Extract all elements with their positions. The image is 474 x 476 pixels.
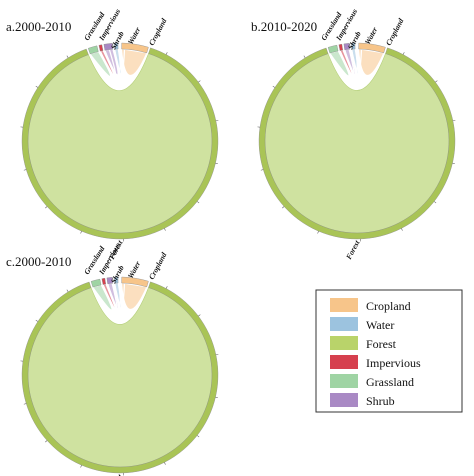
ring-tick-b [433, 201, 437, 204]
arc-cropland-c [121, 276, 149, 288]
ring-tick-a [165, 52, 168, 55]
legend-label-forest: Forest [366, 337, 397, 351]
arc-impervious-b [338, 43, 344, 51]
arc-impervious-a [98, 44, 104, 52]
legend-swatch-forest [330, 336, 358, 350]
label-water-b: Water [363, 26, 380, 46]
ring-tick-c [80, 465, 82, 468]
ring-tick-b [402, 52, 405, 55]
legend-swatch-water [330, 317, 358, 331]
ring-tick-c [196, 435, 200, 438]
legend: Cropland Water Forest Impervious Grassla… [315, 289, 463, 413]
ribbon-outline-water-c [114, 283, 126, 311]
forest-self-flow-b [264, 53, 450, 234]
ring-tick-b [452, 162, 455, 165]
ring-tick-c [23, 403, 27, 405]
ring-tick-c [165, 286, 168, 289]
ring-tick-c [198, 314, 201, 317]
label-water-a: Water [126, 26, 143, 46]
arc-shrub-b [343, 43, 350, 51]
arc-impervious-c [101, 277, 107, 285]
ring-tick-c [164, 462, 166, 465]
ribbon-outline-shrub-c [107, 282, 121, 311]
ring-tick-b [260, 169, 264, 171]
arc-forest-c [21, 281, 219, 474]
ring-tick-b [401, 228, 403, 231]
arc-forest-a [21, 47, 219, 240]
ring-tick-a [196, 201, 200, 204]
arc-grassland-a [87, 45, 99, 55]
panel-title-b: b.2010-2020 [251, 19, 317, 34]
ring-tick-a [164, 228, 166, 231]
forest-self-flow-c [27, 287, 213, 468]
ring-tick-a [215, 119, 219, 122]
ring-tick-a [35, 85, 39, 88]
ring-tick-a [215, 162, 218, 165]
arc-shrub-c [106, 277, 113, 285]
ring-tick-b [452, 119, 456, 122]
legend-label-grassland: Grassland [366, 375, 414, 389]
arc-water-b [351, 42, 356, 50]
arc-water-c [114, 276, 119, 284]
ring-tick-b [303, 55, 306, 58]
panel-title-a: a.2000-2010 [6, 19, 71, 34]
ring-tick-a [80, 231, 82, 234]
ribbon-outline-shrub-a [104, 48, 121, 77]
arc-water-a [114, 42, 119, 50]
ring-tick-a [198, 80, 201, 83]
label-cropland-c: Cropland [147, 251, 169, 281]
legend-swatch-cropland [330, 298, 358, 312]
label-forest-b: Forest [344, 238, 362, 261]
arc-cropland-a [121, 42, 149, 54]
ring-tick-b [282, 206, 285, 209]
arc-forest-b [258, 47, 456, 240]
legend-label-shrub: Shrub [366, 394, 395, 408]
ring-tick-a [45, 206, 48, 209]
ring-tick-c [215, 396, 218, 399]
ring-tick-b [317, 231, 319, 234]
legend-label-impervious: Impervious [366, 356, 421, 370]
legend-frame [315, 289, 463, 413]
legend-label-water: Water [366, 318, 394, 332]
arc-grassland-b [327, 44, 339, 54]
ring-tick-b [435, 80, 438, 83]
arc-grassland-c [90, 278, 102, 288]
legend-swatch-shrub [330, 393, 358, 407]
ribbon-outline-water-a [114, 49, 126, 77]
forest-self-flow-a [27, 53, 213, 234]
ribbon-outline-shrub-b [344, 48, 358, 77]
label-forest-c: Forest [107, 472, 125, 476]
ribbon-outline-water-b [351, 49, 363, 77]
ring-tick-b [272, 85, 276, 88]
ring-tick-c [66, 289, 69, 292]
legend-label-cropland: Cropland [366, 299, 411, 313]
legend-swatch-impervious [330, 355, 358, 369]
label-water-c: Water [126, 260, 143, 280]
arc-cropland-b [358, 42, 386, 54]
ring-tick-c [45, 440, 48, 443]
ring-tick-a [66, 55, 69, 58]
arc-shrub-a [103, 43, 113, 51]
label-cropland-b: Cropland [384, 17, 406, 47]
panel-title-c: c.2000-2010 [6, 254, 71, 269]
ring-tick-c [215, 353, 219, 356]
ring-tick-c [35, 319, 39, 322]
ribbon-outline-impervious-b [339, 49, 355, 78]
ribbon-outline-impervious-c [102, 283, 118, 312]
legend-swatch-grassland [330, 374, 358, 388]
ring-tick-a [23, 169, 27, 171]
ribbon-outline-impervious-a [99, 49, 117, 78]
label-cropland-a: Cropland [147, 17, 169, 47]
